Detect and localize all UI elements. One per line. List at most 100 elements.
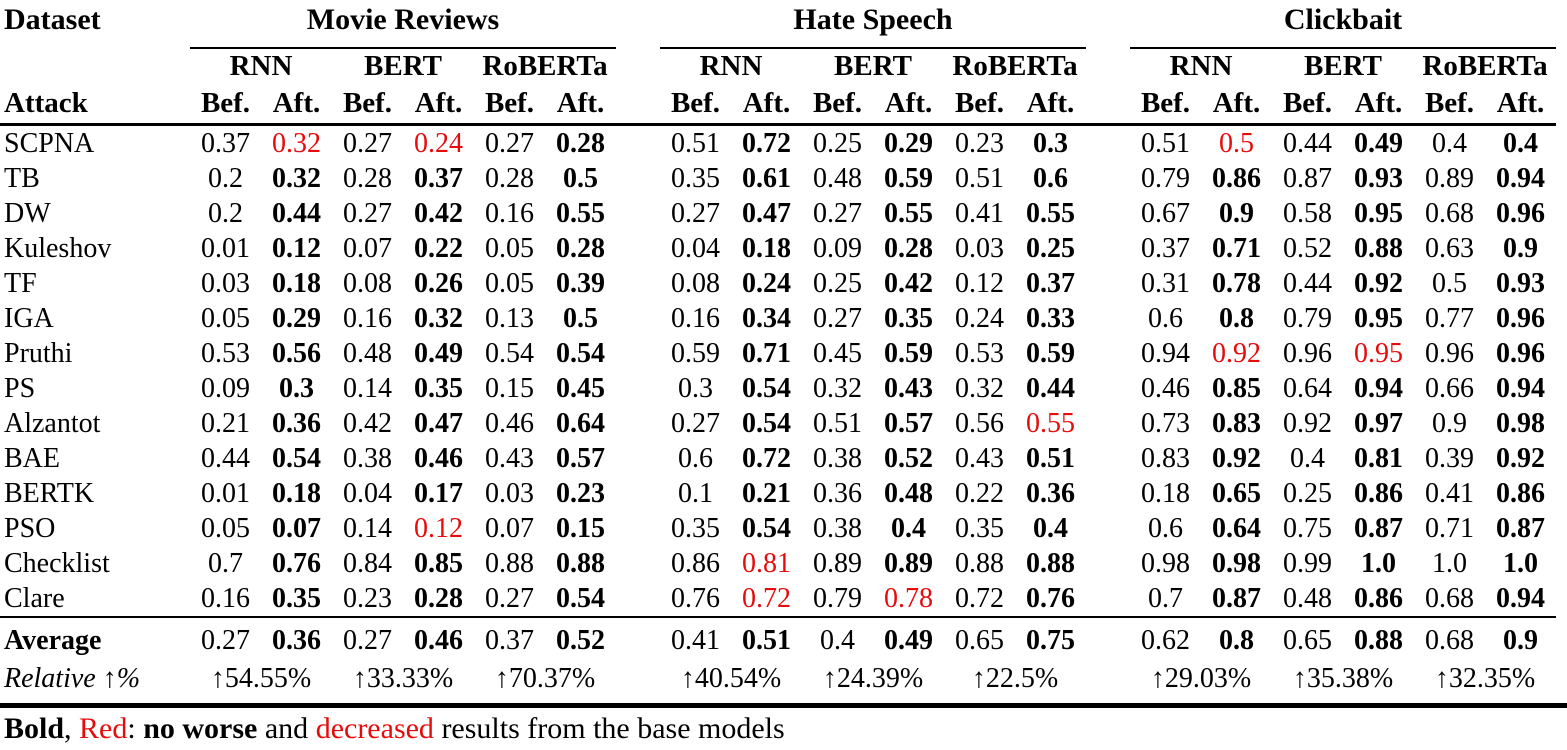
row-label: Alzantot	[4, 407, 101, 439]
attack-row: TB 0.2 0.32 0.28 0.37 0.28 0.5 0.35 0.61 0.48 0.59…	[0, 161, 1556, 196]
score-cell: 0.27	[343, 127, 392, 159]
score-cell: 0.36	[813, 477, 862, 509]
score-cell: 0.48	[884, 477, 933, 509]
score-cell: ↑33.33%	[352, 662, 454, 694]
score-cell: 0.24	[955, 302, 1004, 334]
score-cell: 0.15	[556, 512, 605, 544]
score-cell: 0.79	[813, 582, 862, 614]
score-cell: 0.16	[671, 302, 720, 334]
score-cell: 0.49	[1354, 127, 1403, 159]
score-cell: 0.28	[485, 162, 534, 194]
score-cell: 0.86	[1354, 477, 1403, 509]
score-cell: 0.47	[742, 197, 791, 229]
score-cell: 0.94	[1496, 582, 1545, 614]
score-cell: 0.83	[1141, 442, 1190, 474]
score-cell: 0.28	[414, 582, 463, 614]
score-cell: 0.5	[563, 302, 598, 334]
score-cell: 0.08	[343, 267, 392, 299]
score-cell: 0.86	[1212, 162, 1261, 194]
after-header: Aft.	[873, 84, 944, 126]
column-header-row: Attack Bef. Aft. Bef. Aft. Bef. Aft. Bef…	[0, 84, 1556, 126]
score-cell: 0.12	[955, 267, 1004, 299]
score-cell: 0.48	[1283, 582, 1332, 614]
score-cell: 0.65	[1272, 615, 1343, 658]
model-header-bert: BERT	[1304, 50, 1382, 82]
score-cell: 0.25	[813, 267, 862, 299]
score-cell: 0.32	[955, 372, 1004, 404]
score-cell: 0.71	[1425, 512, 1474, 544]
score-cell: 0.8	[1219, 302, 1254, 334]
score-cell: 0.59	[1026, 337, 1075, 369]
score-cell: 0.08	[671, 267, 720, 299]
model-header-row: RNN BERT RoBERTa RNN BERT RoBERTa RNN BE…	[0, 48, 1556, 84]
score-cell: 0.96	[1425, 337, 1474, 369]
score-cell: 0.46	[1141, 372, 1190, 404]
score-cell: 0.46	[414, 442, 463, 474]
score-cell: ↑29.03%	[1150, 662, 1252, 694]
score-cell: 0.16	[201, 582, 250, 614]
score-cell: ↑22.5%	[971, 662, 1059, 694]
score-cell: 0.64	[1283, 372, 1332, 404]
row-label: PS	[4, 372, 36, 404]
score-cell: 0.42	[884, 267, 933, 299]
score-cell: 0.87	[1283, 162, 1332, 194]
score-cell: 0.6	[1033, 162, 1068, 194]
score-cell: 0.2	[208, 197, 243, 229]
score-cell: 0.17	[414, 477, 463, 509]
dataset-header-row: Dataset Movie Reviews Hate Speech Clickb…	[0, 2, 1556, 49]
score-cell: 0.39	[556, 267, 605, 299]
score-cell: 0.55	[1026, 407, 1075, 439]
score-cell: 0.62	[1130, 615, 1201, 658]
row-label: TF	[4, 267, 37, 299]
row-label: Clare	[4, 582, 65, 614]
attack-row: BERTK 0.01 0.18 0.04 0.17 0.03 0.23 0.1 0.21 0.36…	[0, 476, 1556, 511]
attack-row: TF 0.03 0.18 0.08 0.26 0.05 0.39 0.08 0.24 0.25 0.…	[0, 266, 1556, 301]
score-cell: 0.78	[1212, 267, 1261, 299]
score-cell: 0.35	[671, 162, 720, 194]
after-header: Aft.	[1343, 84, 1414, 126]
model-header-rnn: RNN	[229, 50, 293, 82]
score-cell: 0.58	[1283, 197, 1332, 229]
attack-row: SCPNA 0.37 0.32 0.27 0.24 0.27 0.28 0.51 0.72 0.2…	[0, 124, 1556, 161]
score-cell: 0.68	[1425, 197, 1474, 229]
score-cell: 0.43	[884, 372, 933, 404]
score-cell: 0.32	[272, 127, 321, 159]
score-cell: 0.36	[261, 615, 332, 658]
score-cell: 0.07	[272, 512, 321, 544]
column-gap	[1086, 511, 1130, 546]
row-label: Kuleshov	[4, 232, 112, 264]
score-cell: 0.27	[332, 615, 403, 658]
attack-row: Clare 0.16 0.35 0.23 0.28 0.27 0.54 0.76 0.72 0.7…	[0, 581, 1556, 617]
score-cell: 0.55	[884, 197, 933, 229]
row-label: Average	[0, 615, 190, 658]
score-cell: 0.51	[671, 127, 720, 159]
attack-row: BAE 0.44 0.54 0.38 0.46 0.43 0.57 0.6 0.72 0.38 0.…	[0, 441, 1556, 476]
column-gap	[616, 406, 660, 441]
column-gap	[616, 231, 660, 266]
score-cell: 0.99	[1283, 547, 1332, 579]
score-cell: 0.35	[955, 512, 1004, 544]
score-cell: 0.6	[678, 442, 713, 474]
after-header: Aft.	[261, 84, 332, 126]
score-cell: ↑70.37%	[494, 662, 596, 694]
column-gap	[616, 266, 660, 301]
score-cell: 0.28	[884, 232, 933, 264]
model-header-roberta: RoBERTa	[482, 50, 608, 82]
attack-row: PSO 0.05 0.07 0.14 0.12 0.07 0.15 0.35 0.54 0.38 0…	[0, 511, 1556, 546]
empty-cell	[0, 48, 190, 84]
score-cell: 0.83	[1212, 407, 1261, 439]
score-cell: 0.38	[813, 442, 862, 474]
attack-row: Pruthi 0.53 0.56 0.48 0.49 0.54 0.54 0.59 0.71 0.…	[0, 336, 1556, 371]
column-gap	[1086, 196, 1130, 231]
score-cell: 0.6	[1148, 512, 1183, 544]
column-gap	[1086, 231, 1130, 266]
score-cell: 0.47	[414, 407, 463, 439]
score-cell: 0.96	[1283, 337, 1332, 369]
score-cell: ↑35.38%	[1292, 662, 1394, 694]
score-cell: 0.49	[873, 615, 944, 658]
score-cell: 0.72	[742, 442, 791, 474]
row-label: DW	[4, 197, 51, 229]
score-cell: 0.61	[742, 162, 791, 194]
score-cell: 0.22	[955, 477, 1004, 509]
score-cell: 0.88	[955, 547, 1004, 579]
